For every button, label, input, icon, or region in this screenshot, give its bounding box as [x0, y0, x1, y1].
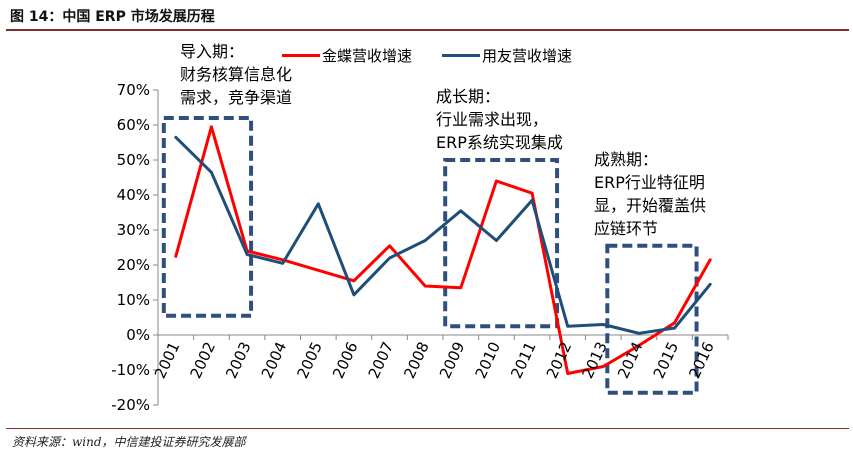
data-point	[530, 199, 534, 202]
top-rule	[6, 29, 849, 31]
data-point	[423, 239, 427, 242]
data-point	[174, 136, 178, 139]
annotation-intro-line: 财务核算信息化	[180, 65, 293, 84]
x-tick-label: 2015	[650, 339, 682, 381]
data-point	[530, 192, 534, 195]
data-point	[352, 279, 356, 282]
y-tick-label: 70%	[117, 81, 150, 99]
bottom-rule	[6, 428, 849, 429]
data-point	[637, 344, 641, 347]
data-point	[673, 326, 676, 330]
x-tick-label: 2014	[614, 339, 646, 381]
y-tick-label: -10%	[111, 361, 150, 379]
annotation-growth-line: 成长期：	[436, 87, 501, 106]
x-tick-label: 2011	[507, 339, 539, 381]
mature-phase-box	[605, 243, 699, 395]
y-tick-label: 50%	[117, 151, 150, 169]
x-tick-label: 2013	[578, 339, 610, 381]
annotation-intro: 导入期： 财务核算信息化 需求，竞争渠道	[180, 40, 292, 109]
y-tick-label: 40%	[117, 186, 150, 204]
x-tick-label: 2007	[365, 339, 397, 381]
y-tick-label: -20%	[111, 396, 150, 414]
data-point	[566, 325, 569, 328]
source-note: 资料来源：wind，中信建投证券研究发展部	[12, 435, 246, 449]
data-point	[388, 256, 391, 260]
x-tick-label: 2001	[151, 339, 183, 381]
data-point	[495, 239, 498, 242]
data-point	[673, 321, 676, 324]
annotation-growth: 成长期： 行业需求出现， ERP系统实现集成	[436, 85, 563, 154]
data-point	[245, 253, 249, 256]
data-point	[210, 171, 213, 174]
annotation-growth-line: ERP系统实现集成	[436, 133, 563, 152]
x-tick-label: 2010	[472, 339, 504, 381]
series-line-kingdee	[174, 125, 712, 375]
y-tick-label: 0%	[126, 326, 150, 344]
figure-title: 图 14：中国 ERP 市场发展历程	[10, 9, 215, 25]
annotation-mature: 成熟期： ERP行业特征明 显，开始覆盖供 应链环节	[594, 148, 706, 240]
data-point	[637, 332, 641, 335]
legend-swatch-kingdee	[282, 54, 320, 57]
data-point	[566, 372, 569, 375]
data-point	[459, 286, 463, 289]
growth-phase-box	[443, 158, 560, 329]
data-point	[495, 179, 498, 183]
x-tick-label: 2012	[543, 339, 575, 381]
x-tick-label: 2006	[329, 339, 361, 381]
legend-swatch-yonyou	[442, 54, 480, 57]
y-tick-label: 10%	[117, 291, 150, 309]
x-tick-label: 2008	[400, 339, 432, 381]
annotation-growth-line: 行业需求出现，	[436, 110, 549, 129]
data-point	[281, 262, 284, 265]
line-chart: -20%-10%0%10%20%30%40%50%60%70%2001 2002 2…	[111, 81, 729, 414]
legend-label-kingdee: 金蝶营收增速	[322, 47, 413, 65]
x-tick-label: 2009	[436, 339, 468, 381]
annotation-mature-line: 应链环节	[594, 219, 659, 238]
data-point	[317, 269, 320, 272]
data-point	[174, 255, 178, 258]
series-line-yonyou	[174, 135, 712, 335]
data-point	[317, 202, 320, 205]
data-point	[210, 125, 213, 128]
x-tick-label: 2016	[685, 339, 717, 381]
intro-phase-box	[161, 116, 254, 318]
data-point	[352, 293, 356, 296]
y-tick-label: 20%	[117, 256, 150, 274]
data-point	[602, 323, 605, 326]
data-point	[602, 365, 605, 368]
annotation-mature-line: ERP行业特征明	[594, 173, 705, 192]
data-point	[708, 258, 712, 261]
x-tick-label: 2003	[222, 339, 254, 381]
x-tick-label: 2004	[258, 339, 290, 381]
data-point	[708, 283, 712, 286]
data-point	[423, 284, 427, 288]
annotation-mature-line: 显，开始覆盖供	[594, 196, 707, 215]
x-tick-label: 2002	[187, 339, 219, 381]
legend-label-yonyou: 用友营收增速	[482, 47, 573, 65]
y-tick-label: 30%	[117, 221, 150, 239]
x-tick-label: 2005	[293, 339, 325, 381]
data-point	[388, 244, 391, 247]
annotation-intro-line: 导入期：	[180, 42, 245, 61]
annotation-intro-line: 需求，竞争渠道	[180, 88, 293, 107]
annotation-mature-line: 成熟期：	[594, 150, 659, 169]
y-tick-label: 60%	[117, 116, 150, 134]
data-point	[459, 209, 463, 212]
